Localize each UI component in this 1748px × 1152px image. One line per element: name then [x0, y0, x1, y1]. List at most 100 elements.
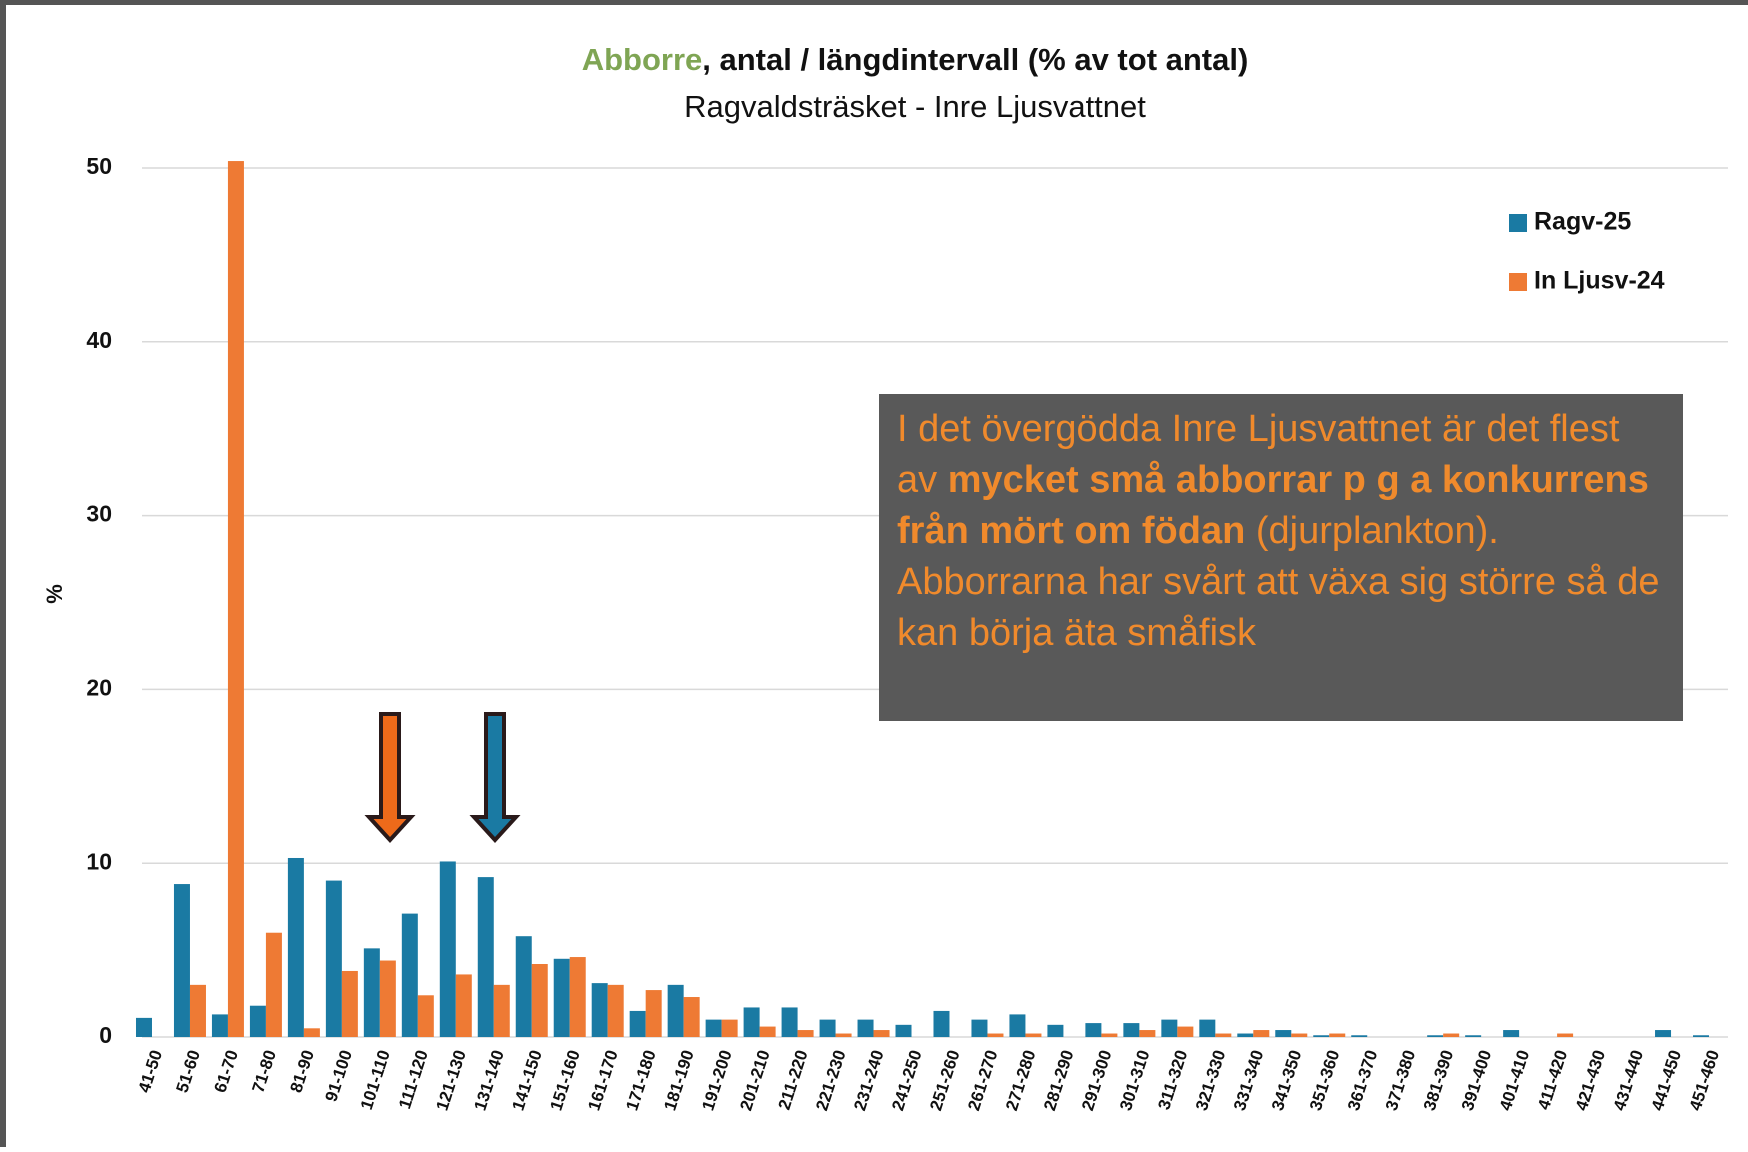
bar [569, 957, 586, 1037]
x-tick-label: 281-290 [1040, 1048, 1077, 1113]
legend-label: Ragv-25 [1534, 208, 1631, 236]
bar [743, 1007, 760, 1037]
bar [1101, 1033, 1118, 1037]
x-tick-label: 431-440 [1610, 1048, 1647, 1113]
bar [645, 990, 662, 1037]
bar [1253, 1030, 1270, 1037]
x-tick-label: 451-460 [1686, 1048, 1723, 1113]
x-tick-label: 351-360 [1306, 1048, 1343, 1113]
bar [1085, 1023, 1102, 1037]
bar [1693, 1035, 1710, 1037]
bar [363, 948, 380, 1037]
bar [1557, 1033, 1574, 1037]
y-tick-label: 40 [86, 327, 112, 353]
y-tick-label: 20 [86, 674, 112, 700]
x-tick-label: 381-390 [1420, 1048, 1457, 1113]
bar [1237, 1033, 1254, 1037]
annotation-text: I det övergödda Inre Ljusvattnet är det … [897, 408, 1620, 501]
bar [189, 984, 206, 1037]
x-tick-label: 151-160 [546, 1048, 583, 1113]
annotation-box: I det övergödda Inre Ljusvattnet är det … [879, 394, 1683, 721]
x-tick-label: 361-370 [1344, 1048, 1381, 1113]
x-tick-label: 371-380 [1382, 1048, 1419, 1113]
title-rest: , antal / längdintervall (% av tot antal… [702, 42, 1248, 77]
x-tick-label: 51-60 [173, 1048, 205, 1095]
x-tick-label: 201-210 [736, 1048, 773, 1113]
x-tick-label: 321-330 [1192, 1048, 1229, 1113]
x-tick-label: 311-320 [1154, 1048, 1191, 1112]
x-tick-label: 401-410 [1496, 1048, 1533, 1113]
legend-swatch [1509, 214, 1527, 232]
x-tick-label: 231-240 [850, 1048, 887, 1113]
x-tick-label: 411-420 [1534, 1048, 1571, 1112]
bar [721, 1019, 738, 1037]
chart-title: Abborre, antal / längdintervall (% av to… [582, 42, 1249, 77]
x-tick-label: 291-300 [1078, 1048, 1115, 1113]
bar [819, 1019, 836, 1037]
bar [1025, 1033, 1042, 1037]
bar [1161, 1019, 1178, 1037]
bar [287, 857, 304, 1037]
bar [173, 884, 190, 1037]
x-tick-label: 71-80 [248, 1048, 280, 1095]
bar [531, 964, 548, 1037]
bar [933, 1010, 950, 1037]
bar [211, 1014, 228, 1037]
x-tick-label: 241-250 [888, 1048, 925, 1113]
bar [1009, 1014, 1026, 1037]
x-tick-label: 331-340 [1230, 1048, 1267, 1113]
bar [379, 960, 396, 1037]
bar [1047, 1024, 1064, 1037]
bar [135, 1017, 152, 1037]
x-tick-label: 301-310 [1116, 1048, 1153, 1113]
x-tick-label: 91-100 [322, 1048, 356, 1104]
bar [1291, 1033, 1308, 1037]
bar [987, 1033, 1004, 1037]
bar [325, 880, 342, 1037]
y-tick-label: 50 [86, 153, 112, 179]
x-tick-label: 271-280 [1002, 1048, 1039, 1113]
annotation-text: (djurplankton). [1245, 510, 1499, 552]
bar [249, 1005, 266, 1037]
y-tick-label: 0 [99, 1022, 112, 1048]
arrow-orange [364, 712, 416, 843]
x-tick-label: 41-50 [135, 1048, 167, 1095]
bar [417, 995, 434, 1037]
bar [1177, 1026, 1194, 1037]
x-tick-label: 391-400 [1458, 1048, 1495, 1113]
x-tick-label: 101-110 [357, 1048, 394, 1112]
arrow-blue [469, 712, 521, 843]
bar [227, 161, 244, 1038]
bar [1215, 1033, 1232, 1037]
bar [781, 1007, 798, 1037]
x-tick-label: 141-150 [508, 1048, 545, 1113]
x-tick-label: 171-180 [622, 1048, 659, 1113]
bar [835, 1033, 852, 1037]
x-tick-label: 111-120 [395, 1048, 432, 1111]
x-tick-label: 191-200 [698, 1048, 735, 1113]
bar [1443, 1033, 1460, 1037]
x-tick-label: 81-90 [286, 1048, 318, 1095]
bar [477, 877, 494, 1037]
x-tick-label: 161-170 [584, 1048, 621, 1113]
x-tick-label: 121-130 [433, 1048, 470, 1113]
bar [895, 1024, 912, 1037]
bar [265, 932, 282, 1037]
y-axis-label: % [42, 584, 67, 604]
bar [401, 913, 418, 1037]
bar [607, 984, 624, 1037]
annotation-paragraph: I det övergödda Inre Ljusvattnet är det … [897, 404, 1665, 557]
bar [591, 983, 608, 1037]
bar [1351, 1035, 1368, 1037]
y-tick-label: 10 [86, 848, 112, 874]
bar [303, 1028, 320, 1037]
bar [857, 1019, 874, 1037]
chart-subtitle: Ragvaldsträsket - Inre Ljusvattnet [684, 89, 1146, 124]
bar [1655, 1030, 1672, 1037]
x-tick-label: 221-230 [812, 1048, 849, 1113]
bar [705, 1019, 722, 1037]
bar [667, 984, 684, 1037]
bar [1313, 1035, 1330, 1037]
y-tick-label: 30 [86, 501, 112, 527]
